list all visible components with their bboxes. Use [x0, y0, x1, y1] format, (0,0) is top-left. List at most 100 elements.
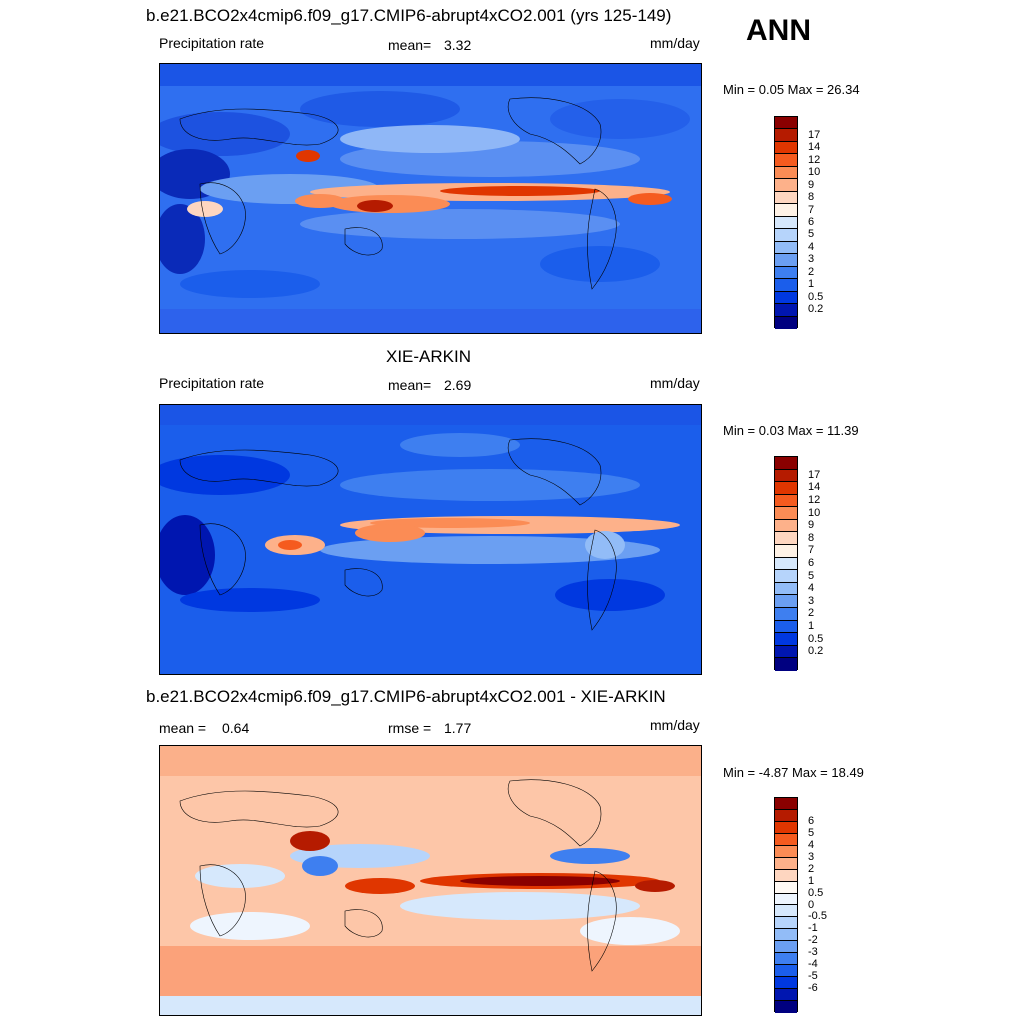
panel-obs-variable: Precipitation rate [159, 375, 265, 391]
colorbar-swatch [775, 953, 797, 966]
colorbar-swatch [775, 833, 797, 846]
panel-diff-rmse-value: 1.77 [444, 720, 472, 736]
colorbar-swatch [775, 304, 797, 317]
colorbar-swatch [775, 166, 797, 180]
colorbar-swatch [775, 241, 797, 255]
colorbar-tick-label: 7 [808, 544, 815, 557]
colorbar-swatch [775, 1000, 797, 1013]
colorbar-swatch [775, 117, 797, 130]
colorbar-tick-label: 5 [808, 826, 815, 839]
colorbar-swatch [775, 869, 797, 882]
colorbar-swatch [775, 291, 797, 305]
colorbar-swatch [775, 857, 797, 870]
panel-diff-units: mm/day [650, 717, 700, 733]
colorbar-tick-label: 0 [808, 898, 815, 911]
panel-diff-map [159, 745, 702, 1016]
colorbar-tick-label: -2 [808, 934, 818, 947]
colorbar-tick-label: 17 [808, 468, 821, 481]
panel-diff-mean-value: 0.64 [222, 720, 250, 736]
panel-model-map [159, 63, 702, 334]
panel-obs-title: XIE-ARKIN [386, 347, 472, 366]
panel-model-colorbar [774, 116, 798, 329]
colorbar-swatch [775, 809, 797, 822]
colorbar-tick-label: 4 [808, 838, 815, 851]
colorbar-tick-label: 4 [808, 240, 815, 253]
panel-obs-minmax: Min = 0.03 Max = 11.39 [723, 423, 859, 438]
colorbar-tick-label: 8 [808, 531, 815, 544]
colorbar-swatch [775, 989, 797, 1001]
colorbar-tick-label: -5 [808, 970, 818, 983]
colorbar-swatch [775, 905, 797, 918]
colorbar-tick-label: 3 [808, 850, 815, 863]
colorbar-tick-label: 2 [808, 265, 815, 278]
panel-model-variable: Precipitation rate [159, 35, 265, 51]
colorbar-tick-label: 1 [808, 619, 815, 632]
colorbar-swatch [775, 519, 797, 533]
colorbar-swatch [775, 216, 797, 230]
colorbar-swatch [775, 620, 797, 634]
colorbar-tick-label: 17 [808, 128, 821, 141]
colorbar-swatch [775, 658, 797, 671]
panel-model-units: mm/day [650, 35, 700, 51]
colorbar-tick-label: 0.2 [808, 303, 824, 316]
colorbar-swatch [775, 965, 797, 978]
panel-diff-colorbar [774, 797, 798, 1013]
colorbar-swatch [775, 469, 797, 483]
colorbar-tick-label: -3 [808, 946, 818, 959]
colorbar-swatch [775, 532, 797, 546]
colorbar-tick-label: 9 [808, 178, 815, 191]
colorbar-swatch [775, 881, 797, 894]
colorbar-swatch [775, 798, 797, 810]
colorbar-swatch [775, 266, 797, 280]
colorbar-swatch [775, 929, 797, 942]
colorbar-swatch [775, 482, 797, 495]
colorbar-tick-label: 3 [808, 594, 815, 607]
colorbar-tick-label: -4 [808, 958, 818, 971]
colorbar-swatch [775, 645, 797, 659]
colorbar-swatch [775, 129, 797, 142]
panel-diff-rmse-label: rmse = [388, 720, 432, 736]
colorbar-tick-label: 14 [808, 481, 821, 494]
colorbar-swatch [775, 570, 797, 583]
colorbar-tick-label: 14 [808, 141, 821, 154]
colorbar-swatch [775, 204, 797, 217]
colorbar-swatch [775, 457, 797, 470]
panel-obs-units: mm/day [650, 375, 700, 391]
colorbar-swatch [775, 507, 797, 520]
colorbar-swatch [775, 582, 797, 596]
colorbar-swatch [775, 821, 797, 834]
colorbar-swatch [775, 494, 797, 508]
panel-obs-map [159, 404, 702, 675]
colorbar-swatch [775, 595, 797, 608]
colorbar-swatch [775, 893, 797, 906]
panel-model-mean-value: 3.32 [444, 37, 472, 53]
colorbar-tick-label: 0.5 [808, 886, 824, 899]
colorbar-tick-label: -0.5 [808, 910, 827, 923]
colorbar-swatch [775, 607, 797, 621]
colorbar-tick-label: 1 [808, 278, 815, 291]
panel-diff-mean-label: mean = [159, 720, 207, 736]
panel-model-mean-label: mean= [388, 37, 432, 53]
colorbar-tick-label: 6 [808, 814, 815, 827]
panel-diff-title: b.e21.BCO2x4cmip6.f09_g17.CMIP6-abrupt4x… [146, 687, 666, 706]
colorbar-tick-label: 1 [808, 874, 815, 887]
colorbar-swatch [775, 141, 797, 155]
panel-model-minmax: Min = 0.05 Max = 26.34 [723, 82, 860, 97]
panel-diff-minmax: Min = -4.87 Max = 18.49 [723, 765, 864, 780]
colorbar-tick-label: 10 [808, 506, 821, 519]
colorbar-tick-label: 0.5 [808, 290, 824, 303]
colorbar-swatch [775, 191, 797, 205]
colorbar-tick-label: 2 [808, 607, 815, 620]
colorbar-swatch [775, 557, 797, 571]
colorbar-tick-label: 6 [808, 216, 815, 228]
colorbar-tick-label: -6 [808, 982, 818, 995]
panel-obs-mean-value: 2.69 [444, 377, 472, 393]
panel-obs-mean-label: mean= [388, 377, 432, 393]
panel-obs-colorbar [774, 456, 798, 671]
colorbar-swatch [775, 845, 797, 858]
colorbar-swatch [775, 229, 797, 242]
colorbar-tick-label: 12 [808, 494, 821, 507]
colorbar-tick-label: 2 [808, 862, 815, 875]
colorbar-swatch [775, 941, 797, 954]
colorbar-swatch [775, 545, 797, 558]
